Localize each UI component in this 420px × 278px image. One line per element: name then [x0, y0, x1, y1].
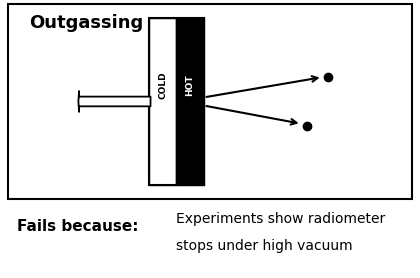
- Text: stops under high vacuum: stops under high vacuum: [176, 239, 353, 253]
- Text: COLD: COLD: [158, 71, 167, 99]
- Text: Fails because:: Fails because:: [17, 219, 138, 234]
- Text: HOT: HOT: [186, 74, 194, 96]
- Bar: [149, 18, 204, 185]
- Text: Experiments show radiometer: Experiments show radiometer: [176, 212, 386, 226]
- Text: Outgassing: Outgassing: [29, 14, 144, 32]
- Bar: [176, 18, 204, 185]
- Bar: [149, 18, 176, 185]
